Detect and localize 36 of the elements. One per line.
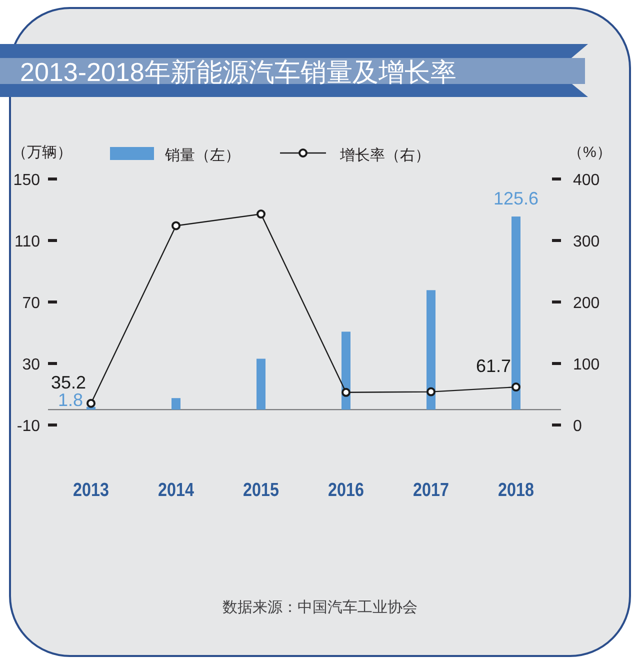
- chart-title: 2013-2018年新能源汽车销量及增长率: [20, 57, 456, 87]
- y2-tick-label: 400: [573, 172, 600, 189]
- x-tick-label: 2018: [498, 478, 534, 500]
- point: [426, 387, 436, 396]
- y-tick-label: 150: [13, 172, 40, 189]
- y-tick-label: 110: [14, 234, 40, 250]
- y2-tick-label: 300: [573, 234, 600, 250]
- legend-label: 销量（左）: [164, 147, 240, 164]
- bar: [256, 358, 266, 410]
- point: [86, 398, 96, 408]
- bar: [172, 398, 180, 410]
- x-tick-label: 2015: [243, 478, 280, 500]
- y-axis-title: （万辆）: [12, 144, 72, 161]
- y-tick-label: -10: [16, 418, 40, 435]
- point: [342, 388, 350, 397]
- data-label: 35.2: [50, 372, 86, 392]
- y2-tick-label: 100: [573, 356, 600, 374]
- y-tick-label: 30: [22, 356, 40, 374]
- bar: [426, 290, 436, 410]
- y2-tick-label: 0: [573, 418, 582, 435]
- bar: [512, 216, 520, 410]
- legend-label: 增长率（右）: [339, 147, 430, 164]
- y2-axis-title: （%）: [568, 144, 612, 161]
- x-tick-label: 2013: [73, 478, 110, 500]
- y-tick-label: 70: [22, 295, 40, 312]
- data-label: 61.7: [476, 356, 511, 376]
- y2-tick-label: 200: [573, 295, 600, 312]
- x-tick-label: 2017: [413, 478, 450, 500]
- point: [512, 382, 520, 392]
- x-tick-label: 2014: [158, 478, 194, 500]
- data-label: 1.8: [58, 390, 83, 410]
- point: [256, 210, 266, 219]
- source-note: 数据来源：中国汽车工业协会: [222, 599, 418, 616]
- data-label: 125.6: [493, 188, 539, 209]
- point: [172, 221, 180, 230]
- x-tick-label: 2016: [328, 478, 364, 500]
